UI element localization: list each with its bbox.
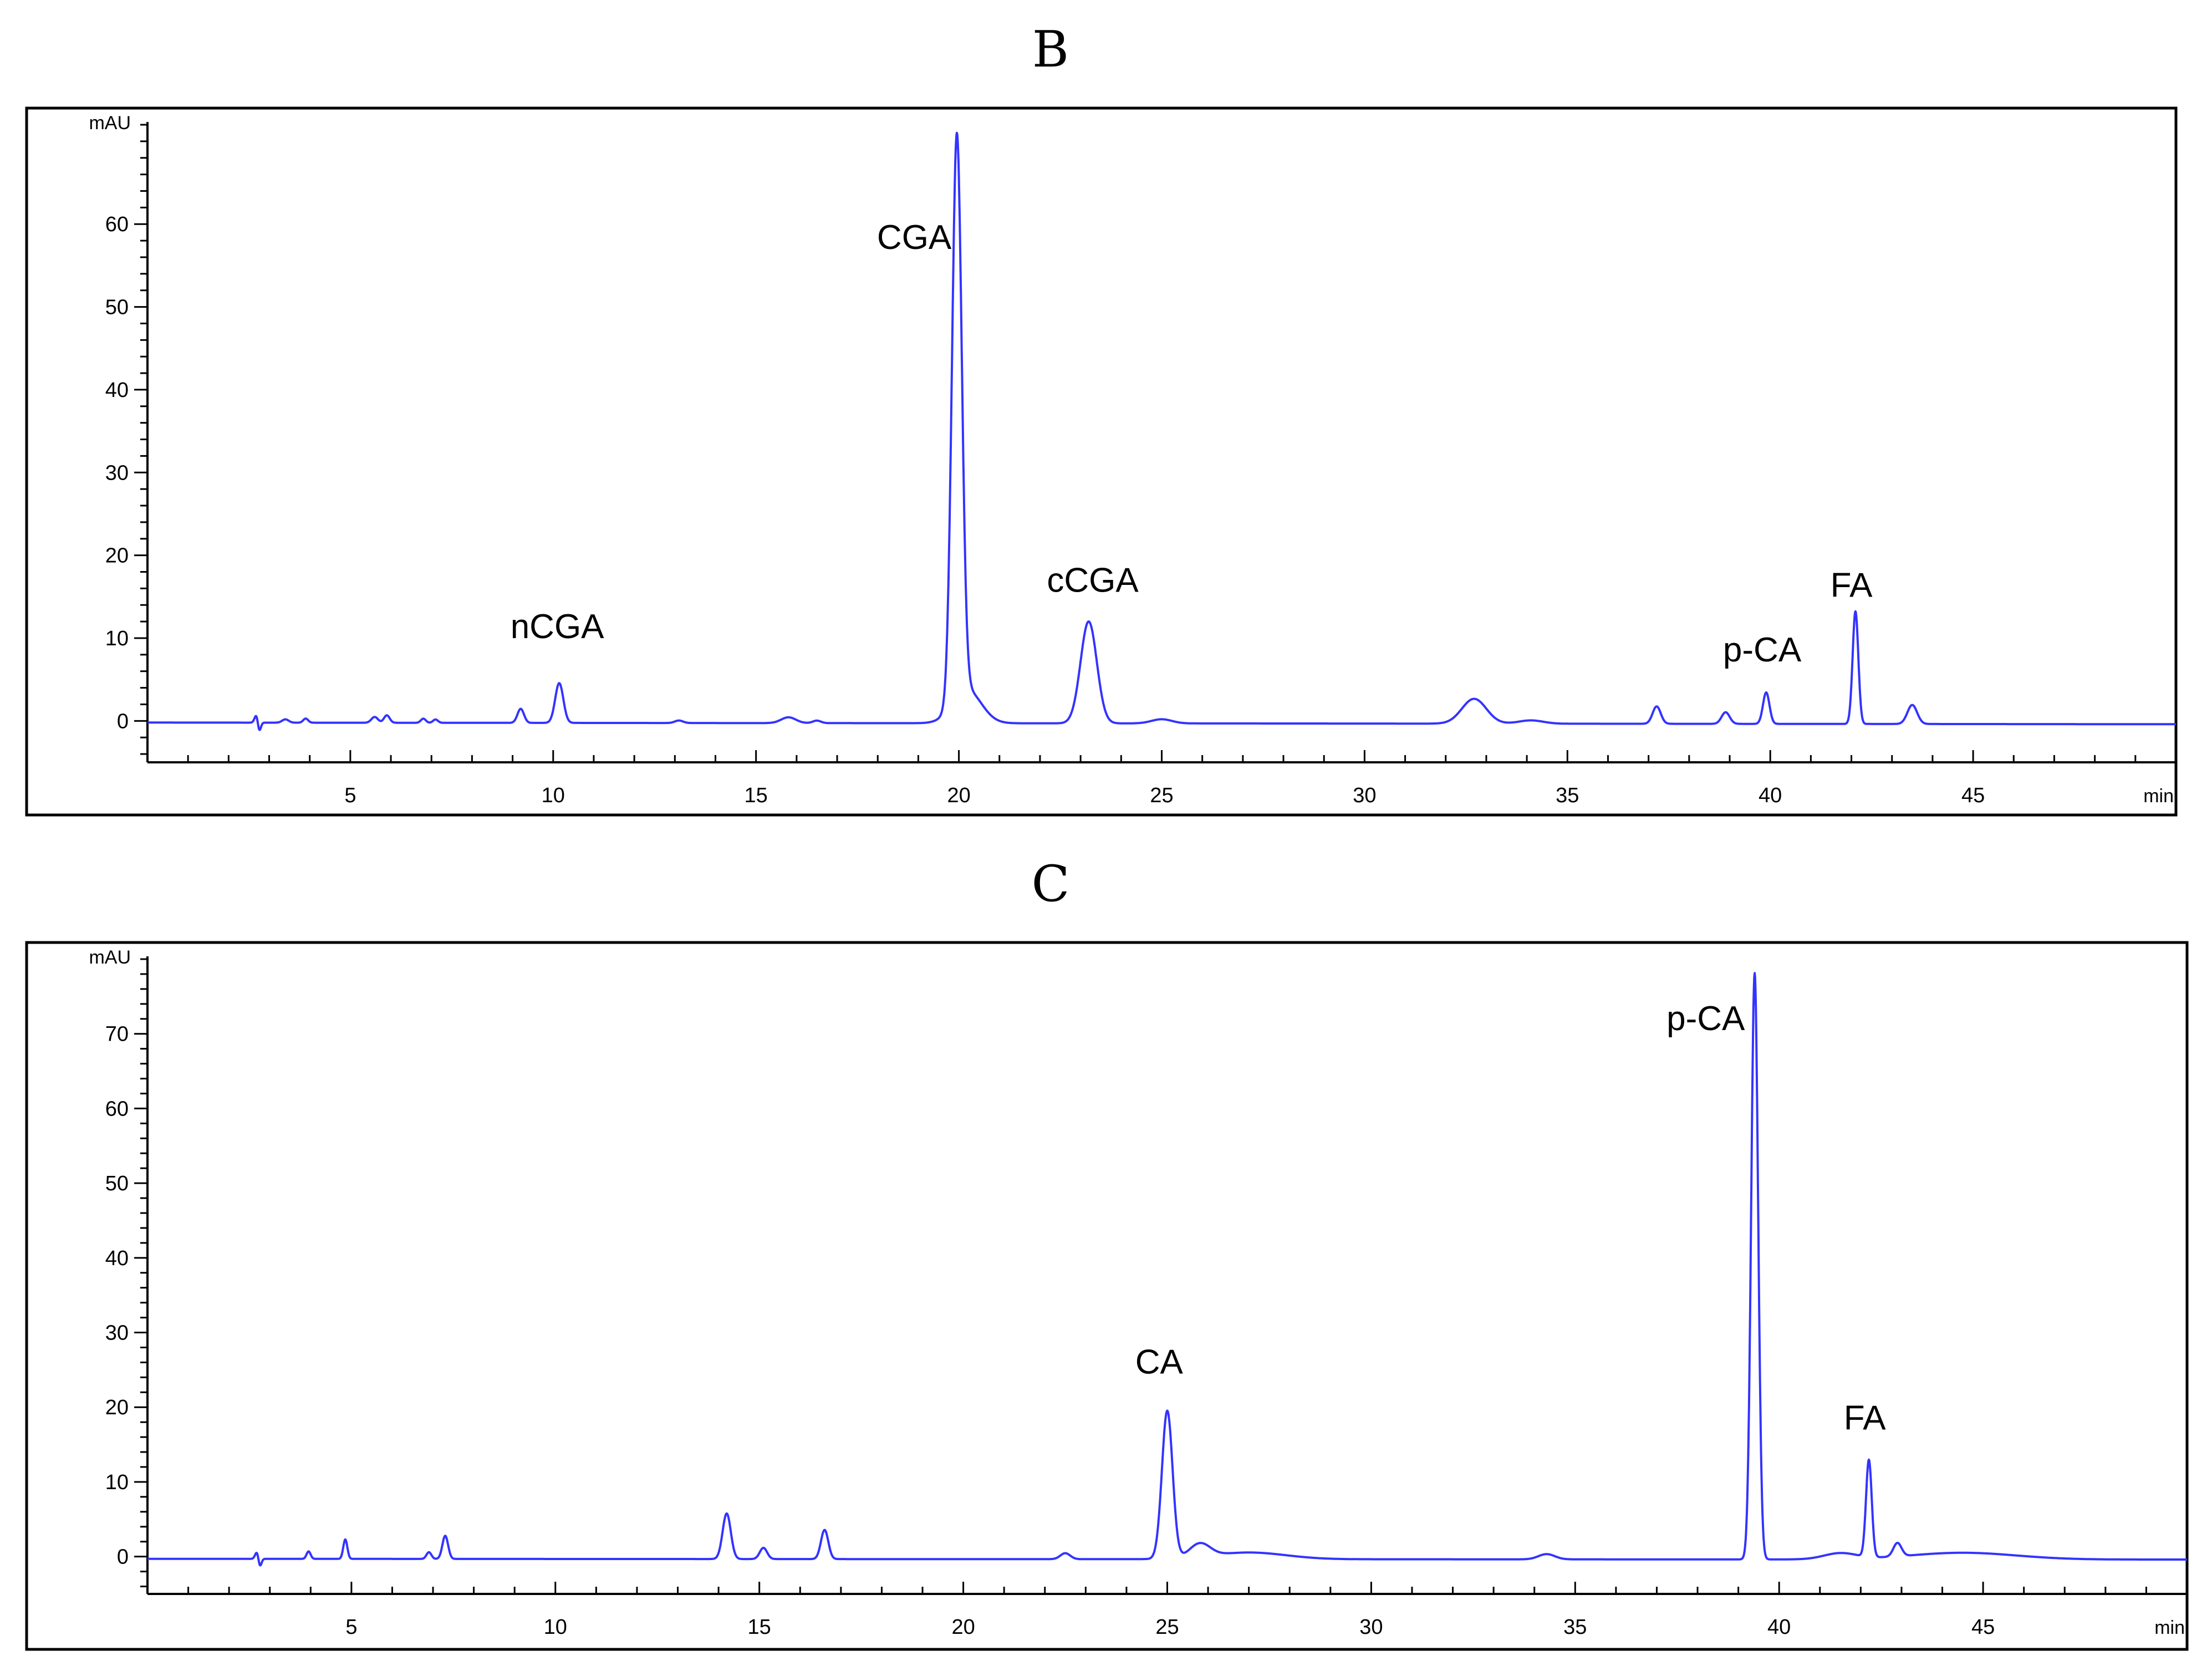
peak-label: p-CA xyxy=(1666,1000,1745,1038)
x-tick-label: 25 xyxy=(1155,1616,1179,1639)
y-tick-label: 20 xyxy=(105,1396,129,1419)
x-tick-label: 20 xyxy=(951,1616,975,1639)
x-tick-label: 15 xyxy=(748,1616,771,1639)
panel-letter: C xyxy=(1032,855,1070,913)
x-tick-label: 45 xyxy=(1971,1616,1995,1639)
x-tick-label: 35 xyxy=(1563,1616,1587,1639)
x-tick-label: 45 xyxy=(1961,784,1985,807)
peak-label: CGA xyxy=(877,218,952,257)
x-tick-label: 10 xyxy=(544,1616,567,1639)
peak-label: CA xyxy=(1135,1343,1184,1382)
x-tick-label: 20 xyxy=(947,784,970,807)
x-tick-label: 40 xyxy=(1767,1616,1791,1639)
y-tick-label: 60 xyxy=(105,1097,129,1120)
x-tick-label: 5 xyxy=(344,784,356,807)
x-tick-label: 25 xyxy=(1150,784,1173,807)
panel-frame xyxy=(25,941,2189,1651)
x-tick-label: 30 xyxy=(1353,784,1376,807)
peak-label: FA xyxy=(1831,566,1873,604)
panel-letter: B xyxy=(1032,21,1069,79)
peak-label: cCGA xyxy=(1047,561,1139,599)
peak-label: p-CA xyxy=(1723,631,1802,669)
y-tick-label: 0 xyxy=(117,1546,129,1569)
x-axis-unit: min xyxy=(2143,786,2174,807)
y-tick-label: 50 xyxy=(105,296,129,319)
peak-label: nCGA xyxy=(511,608,604,646)
y-tick-label: 40 xyxy=(105,379,129,402)
y-axis-unit: mAU xyxy=(89,113,131,134)
y-tick-label: 20 xyxy=(105,544,129,568)
y-tick-label: 40 xyxy=(105,1247,129,1270)
chromatogram-panel-c: C 5 10 15 20 25 30 35 40 45 min 0 10 20 30 40 50 60 70 mAU C… xyxy=(25,855,2189,1651)
x-axis-unit: min xyxy=(2154,1617,2185,1638)
panel-frame xyxy=(25,106,2178,817)
x-tick-label: 15 xyxy=(745,784,768,807)
y-tick-label: 0 xyxy=(117,710,129,733)
y-tick-label: 30 xyxy=(105,461,129,485)
y-tick-label: 70 xyxy=(105,1023,129,1046)
y-tick-label: 10 xyxy=(105,1471,129,1494)
peak-label: FA xyxy=(1844,1399,1886,1438)
chromatogram-trace xyxy=(146,131,2177,731)
x-tick-label: 35 xyxy=(1556,784,1579,807)
y-tick-label: 30 xyxy=(105,1322,129,1345)
chromatogram-trace xyxy=(146,972,2188,1567)
y-tick-label: 10 xyxy=(105,627,129,650)
x-tick-label: 40 xyxy=(1759,784,1782,807)
x-tick-label: 5 xyxy=(345,1616,357,1639)
y-axis-unit: mAU xyxy=(89,947,131,968)
x-tick-label: 30 xyxy=(1359,1616,1383,1639)
chromatogram-panel-b: B 5 10 15 20 25 30 35 40 45 min 0 10 20 30 40 50 60 mAU nCG… xyxy=(25,21,2178,817)
y-tick-label: 60 xyxy=(105,213,129,236)
y-tick-label: 50 xyxy=(105,1172,129,1195)
x-tick-label: 10 xyxy=(542,784,565,807)
